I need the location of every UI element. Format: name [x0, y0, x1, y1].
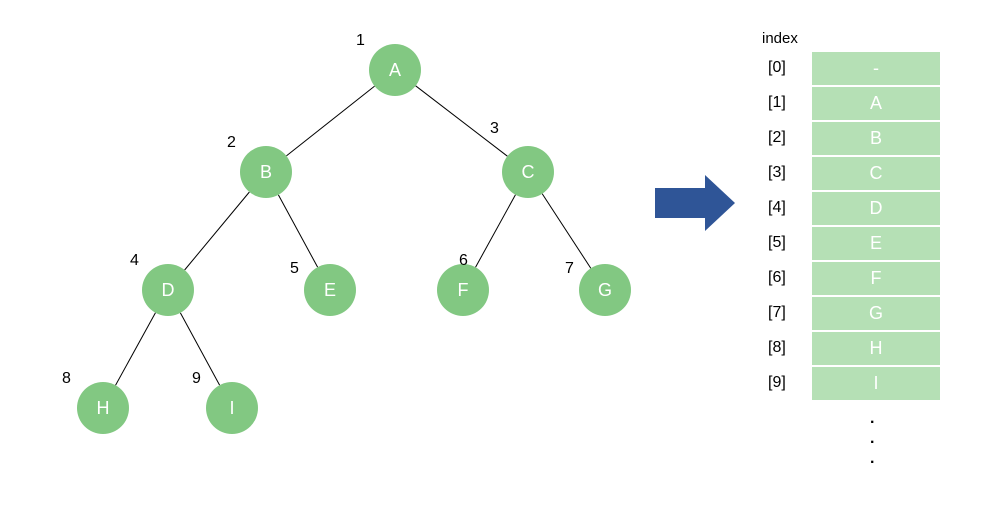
table-cell-value: C: [870, 163, 883, 184]
table-index-label: [8]: [768, 339, 786, 357]
tree-node-c: C: [502, 146, 554, 198]
table-cell: G: [812, 297, 940, 330]
tree-node-a: A: [369, 44, 421, 96]
tree-edge: [116, 313, 156, 385]
tree-node-index-label: 2: [227, 134, 236, 152]
tree-node-letter: C: [522, 162, 535, 183]
table-index-label: [2]: [768, 129, 786, 147]
tree-node-i: I: [206, 382, 258, 434]
tree-edge: [185, 192, 250, 270]
ellipsis-dot: .: [870, 410, 874, 428]
tree-edge: [286, 86, 374, 156]
tree-node-index-label: 8: [62, 370, 71, 388]
table-cell-value: I: [873, 373, 878, 394]
table-cell: F: [812, 262, 940, 295]
tree-node-e: E: [304, 264, 356, 316]
table-cell: H: [812, 332, 940, 365]
tree-node-letter: D: [162, 280, 175, 301]
tree-node-letter: A: [389, 60, 401, 81]
table-header-label: index: [762, 30, 798, 47]
tree-node-letter: E: [324, 280, 336, 301]
table-cell-value: F: [871, 268, 882, 289]
table-index-label: [0]: [768, 59, 786, 77]
tree-node-d: D: [142, 264, 194, 316]
table-index-label: [1]: [768, 94, 786, 112]
tree-node-letter: G: [598, 280, 612, 301]
arrow-icon: [655, 188, 705, 218]
table-cell-value: B: [870, 128, 882, 149]
tree-node-letter: F: [458, 280, 469, 301]
table-cell: E: [812, 227, 940, 260]
table-cell: -: [812, 52, 940, 85]
table-cell: A: [812, 87, 940, 120]
tree-edge: [278, 195, 317, 267]
tree-node-letter: I: [229, 398, 234, 419]
table-index-label: [9]: [768, 374, 786, 392]
tree-node-index-label: 4: [130, 252, 139, 270]
tree-node-f: F: [437, 264, 489, 316]
ellipsis-dot: .: [870, 430, 874, 448]
table-index-label: [5]: [768, 234, 786, 252]
tree-node-index-label: 3: [490, 120, 499, 138]
table-cell-value: E: [870, 233, 882, 254]
tree-edge: [476, 195, 516, 267]
tree-node-g: G: [579, 264, 631, 316]
table-cell: B: [812, 122, 940, 155]
tree-node-letter: H: [97, 398, 110, 419]
tree-node-index-label: 6: [459, 252, 468, 270]
table-cell-value: D: [870, 198, 883, 219]
tree-node-letter: B: [260, 162, 272, 183]
tree-node-index-label: 7: [565, 260, 574, 278]
table-cell: C: [812, 157, 940, 190]
tree-edge: [542, 194, 591, 268]
table-index-label: [7]: [768, 304, 786, 322]
table-cell-value: A: [870, 93, 882, 114]
tree-node-b: B: [240, 146, 292, 198]
table-index-label: [6]: [768, 269, 786, 287]
table-cell: D: [812, 192, 940, 225]
table-cell-value: G: [869, 303, 883, 324]
tree-node-index-label: 9: [192, 370, 201, 388]
table-index-label: [4]: [768, 199, 786, 217]
ellipsis-dot: .: [870, 450, 874, 468]
tree-node-index-label: 5: [290, 260, 299, 278]
tree-node-h: H: [77, 382, 129, 434]
table-cell-value: -: [873, 58, 879, 79]
tree-node-index-label: 1: [356, 32, 365, 50]
table-cell: I: [812, 367, 940, 400]
table-cell-value: H: [870, 338, 883, 359]
arrow-head-icon: [705, 175, 735, 231]
table-index-label: [3]: [768, 164, 786, 182]
